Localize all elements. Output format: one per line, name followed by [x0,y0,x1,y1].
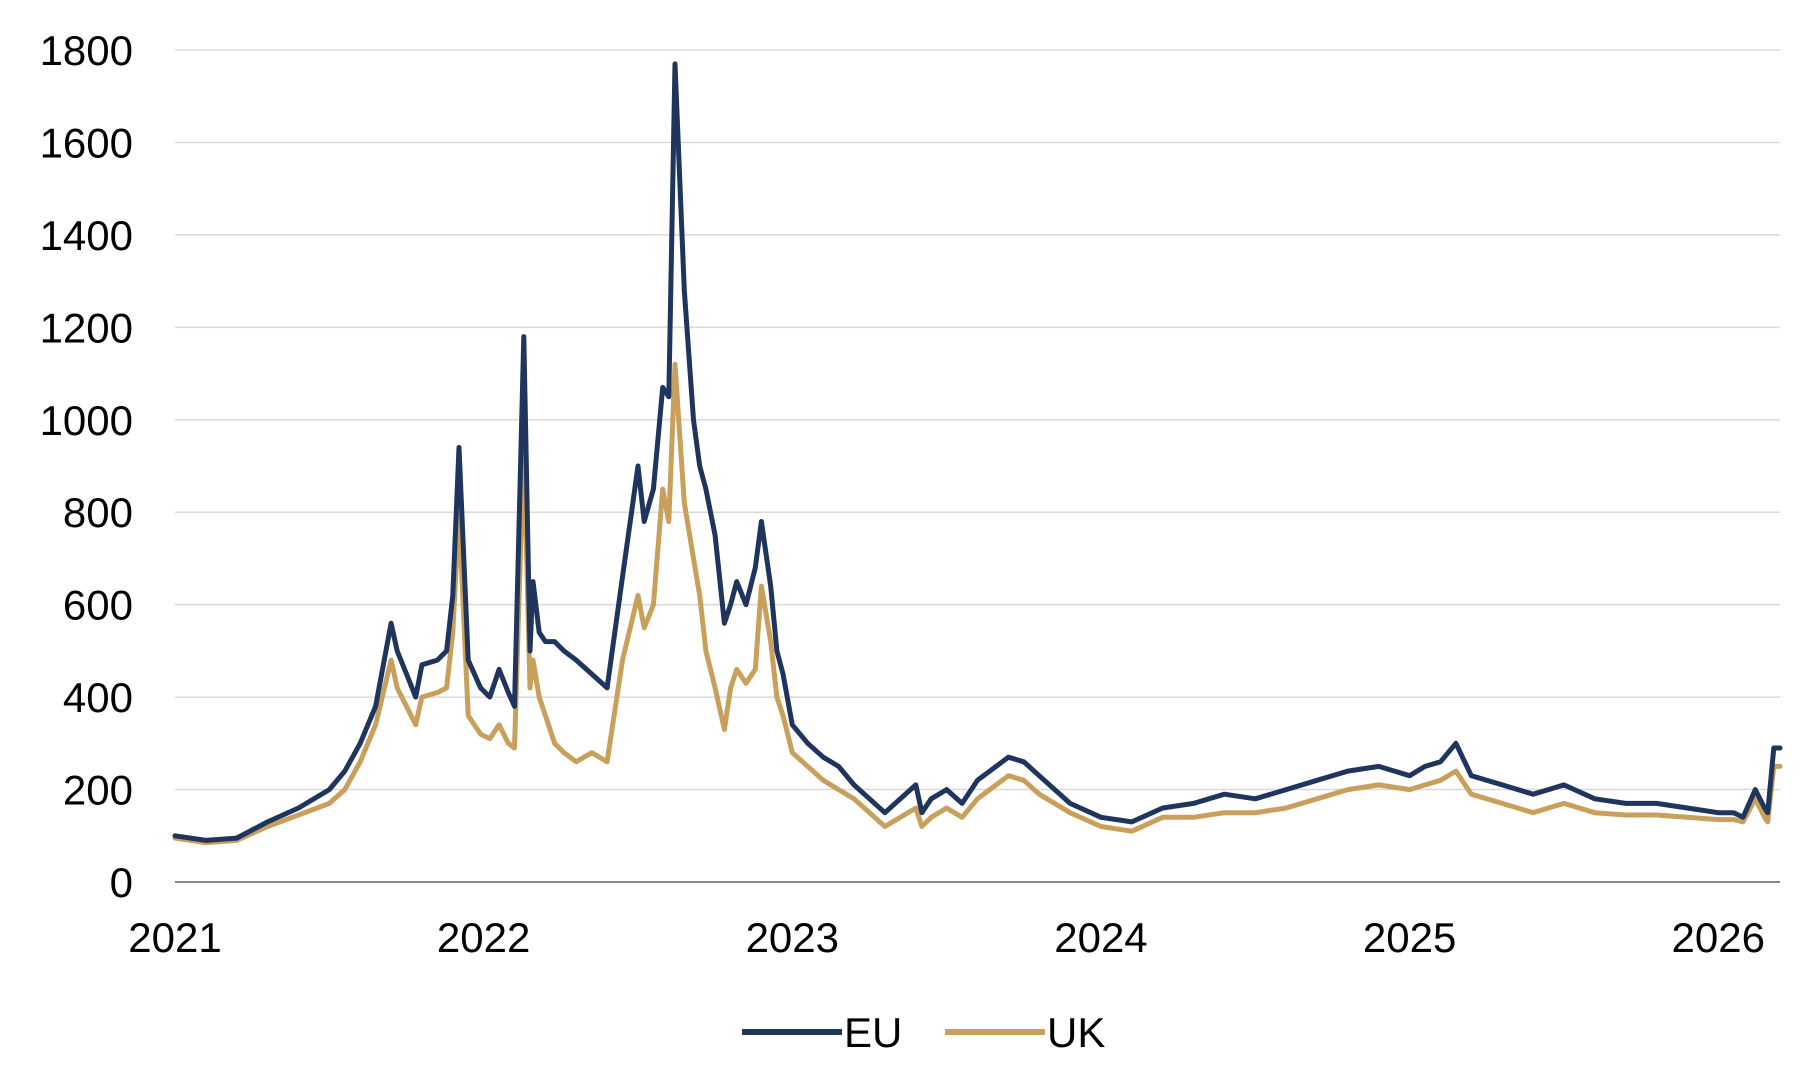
x-tick-label: 2021 [128,914,221,961]
x-tick-label: 2023 [746,914,839,961]
y-tick-label: 1800 [40,27,133,74]
x-tick-label: 2026 [1672,914,1765,961]
y-tick-label: 600 [63,582,133,629]
x-tick-label: 2022 [437,914,530,961]
y-tick-label: 0 [110,859,133,906]
x-axis-tick-labels: 2021 2022 2023 2024 2025 2026 [128,914,1765,961]
legend-label-uk: UK [1047,1009,1105,1056]
y-tick-label: 800 [63,489,133,536]
y-tick-label: 1400 [40,212,133,259]
gridlines [175,49,1780,791]
y-tick-label: 1000 [40,397,133,444]
series-line-eu [172,61,1783,843]
legend-label-eu: EU [844,1009,902,1056]
series-lines [172,61,1783,846]
y-tick-label: 200 [63,767,133,814]
y-tick-label: 1600 [40,119,133,166]
x-tick-label: 2025 [1363,914,1456,961]
legend: EU UK [742,1009,1105,1056]
series-line-uk [172,361,1783,846]
x-tick-label: 2024 [1054,914,1147,961]
y-tick-label: 1200 [40,304,133,351]
y-axis-tick-labels: 0 200 400 600 800 1000 1200 1400 1600 1800 [40,27,133,906]
y-tick-label: 400 [63,674,133,721]
